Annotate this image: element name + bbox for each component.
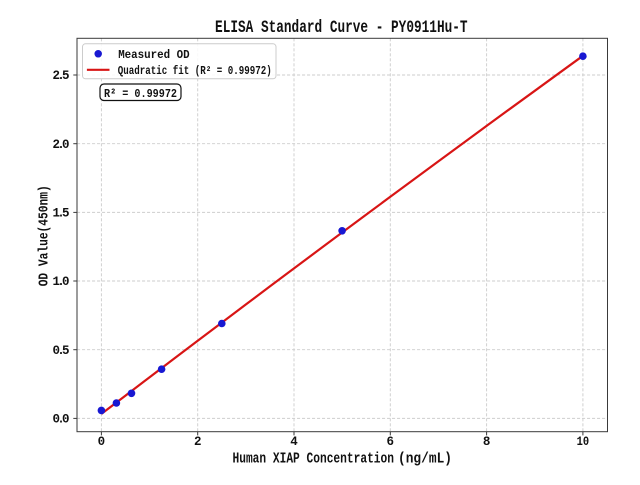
svg-text:Human XIAP Concentration: Human XIAP Concentration — [233, 452, 395, 468]
svg-text:4: 4 — [290, 435, 298, 449]
svg-text:0.5: 0.5 — [53, 344, 70, 358]
svg-text:2.5: 2.5 — [53, 69, 70, 83]
svg-text:Measured OD: Measured OD — [118, 49, 190, 62]
svg-text:1.5: 1.5 — [53, 207, 70, 221]
svg-text:OD Value(450nm): OD Value(450nm) — [38, 185, 53, 286]
svg-text:(ng/mL): (ng/mL) — [398, 452, 452, 468]
svg-text:R² = 0.99972: R² = 0.99972 — [104, 87, 177, 101]
svg-text:8: 8 — [483, 435, 491, 449]
svg-text:2: 2 — [194, 435, 202, 449]
svg-text:Quadratic fit (R² = 0.99972): Quadratic fit (R² = 0.99972) — [118, 65, 272, 78]
svg-text:1.0: 1.0 — [53, 275, 70, 289]
svg-text:ELISA Standard Curve - PY0911H: ELISA Standard Curve - PY0911Hu-T — [215, 18, 468, 38]
svg-text:10: 10 — [577, 435, 590, 449]
svg-text:0.0: 0.0 — [53, 413, 70, 427]
svg-text:2.0: 2.0 — [53, 138, 70, 152]
svg-text:0: 0 — [98, 435, 106, 449]
svg-text:6: 6 — [387, 435, 395, 449]
